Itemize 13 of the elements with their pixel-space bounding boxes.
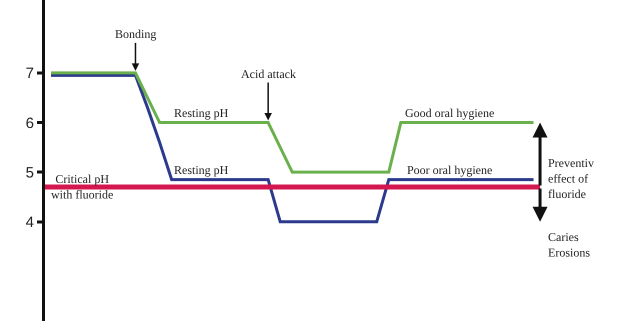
annotation: Preventiv effect of fluoride [548, 156, 594, 202]
annotation: Acid attack [241, 67, 296, 81]
y-tick-label: 6 [26, 114, 34, 132]
annotation: Resting pH [174, 163, 229, 177]
annotation: Poor oral hygiene [407, 163, 492, 177]
annotation: Resting pH [174, 106, 229, 120]
y-tick-label: 4 [26, 214, 34, 232]
y-tick-label: 7 [26, 65, 34, 82]
ref-line-label: Critical pH with fluoride [51, 172, 114, 202]
annotation: Good oral hygiene [405, 106, 494, 120]
annotation: Bonding [115, 27, 156, 41]
y-tick-label: 5 [26, 164, 34, 182]
annotation: Caries Erosions [548, 230, 590, 260]
